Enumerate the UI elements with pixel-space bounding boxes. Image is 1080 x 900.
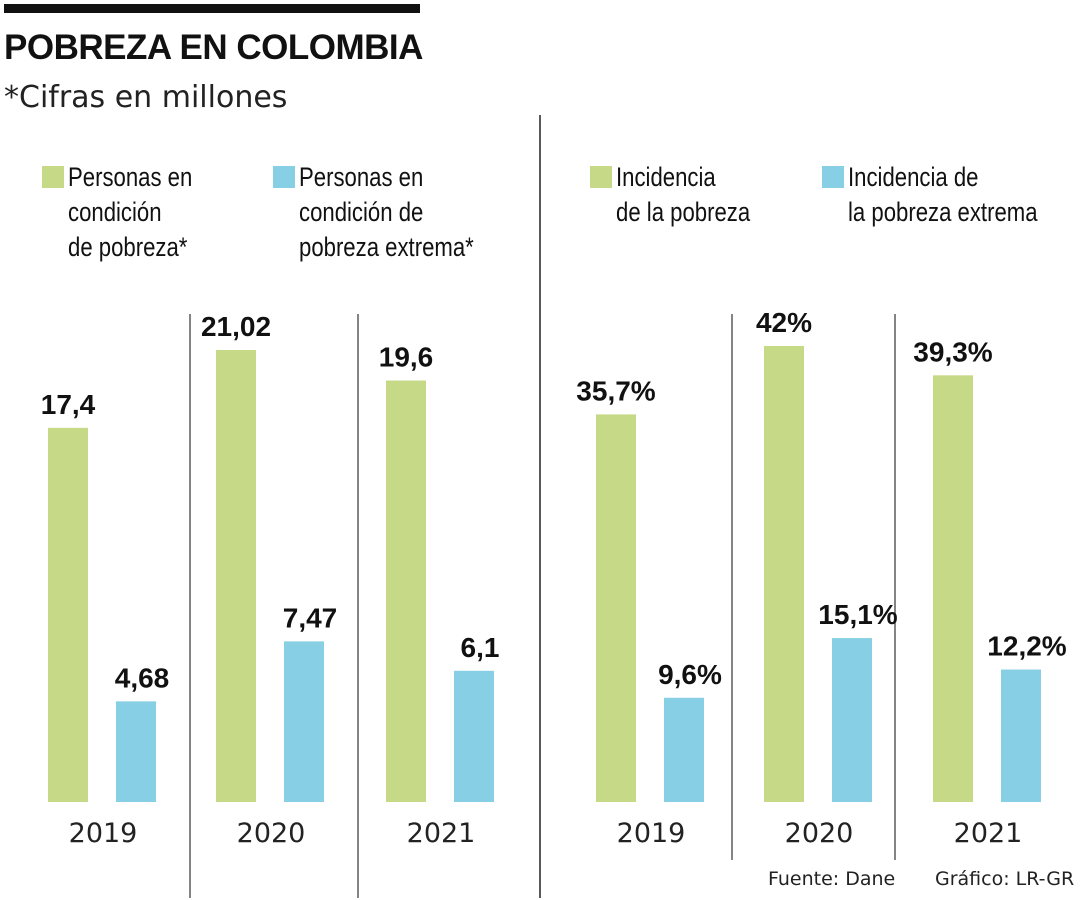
legend-swatch-blue xyxy=(822,166,844,188)
bar-pobreza-extrema-2019 xyxy=(664,697,704,802)
data-label: 4,68 xyxy=(115,662,170,693)
legend-label: Personas en condición de pobreza extrema… xyxy=(299,162,474,262)
legend-item-pobreza-extrema: Personas en condición de pobreza extrema… xyxy=(273,160,512,265)
bar-pobreza-2021 xyxy=(933,375,973,802)
bar-pobreza-2019 xyxy=(596,414,636,802)
legend-label: Incidencia de la pobreza xyxy=(616,162,751,227)
bar-pobreza-extrema-2020 xyxy=(284,641,324,802)
data-label: 7,47 xyxy=(283,602,338,633)
bar-pobreza-2021 xyxy=(386,380,426,802)
bar-pobreza-2019 xyxy=(48,427,88,802)
data-label: 17,4 xyxy=(41,389,96,420)
data-label: 19,6 xyxy=(379,342,434,373)
data-label: 15,1% xyxy=(818,599,897,630)
data-label: 9,6% xyxy=(658,659,722,690)
data-label: 42% xyxy=(756,307,812,338)
data-label: 6,1 xyxy=(461,632,500,663)
x-tick-label: 2019 xyxy=(617,818,686,849)
bar-pobreza-2020 xyxy=(764,346,804,802)
legend-swatch-green xyxy=(590,166,612,188)
chart-title: POBREZA EN COLOMBIA xyxy=(4,28,423,67)
source-note: Fuente: Dane xyxy=(768,868,896,890)
data-label: 35,7% xyxy=(576,375,655,406)
legend-label: Incidencia de la pobreza extrema xyxy=(848,162,1038,227)
bar-pobreza-extrema-2021 xyxy=(1001,669,1041,802)
data-label: 39,3% xyxy=(913,336,992,367)
data-label: 21,02 xyxy=(201,311,271,342)
data-label: 12,2% xyxy=(987,631,1066,662)
x-tick-label: 2020 xyxy=(237,818,306,849)
bar-pobreza-extrema-2021 xyxy=(454,670,494,802)
legend-swatch-green xyxy=(42,166,64,188)
legend-item-incidencia-extrema: Incidencia de la pobreza extrema xyxy=(822,160,1079,230)
x-tick-label: 2019 xyxy=(69,818,138,849)
legend-swatch-blue xyxy=(273,166,295,188)
bar-pobreza-extrema-2019 xyxy=(116,701,156,802)
legend-label: Personas en condición de pobreza* xyxy=(68,162,193,262)
credit-note: Gráfico: LR-GR xyxy=(935,868,1075,890)
legend-item-pobreza: Personas en condición de pobreza* xyxy=(42,160,220,265)
legend-item-incidencia: Incidencia de la pobreza xyxy=(590,160,780,230)
x-tick-label: 2020 xyxy=(785,818,854,849)
bar-pobreza-extrema-2020 xyxy=(832,638,872,802)
x-tick-label: 2021 xyxy=(407,818,476,849)
bar-pobreza-2020 xyxy=(216,350,256,802)
title-rule xyxy=(4,4,420,13)
x-tick-label: 2021 xyxy=(954,818,1023,849)
chart-subtitle: *Cifras en millones xyxy=(4,80,288,115)
